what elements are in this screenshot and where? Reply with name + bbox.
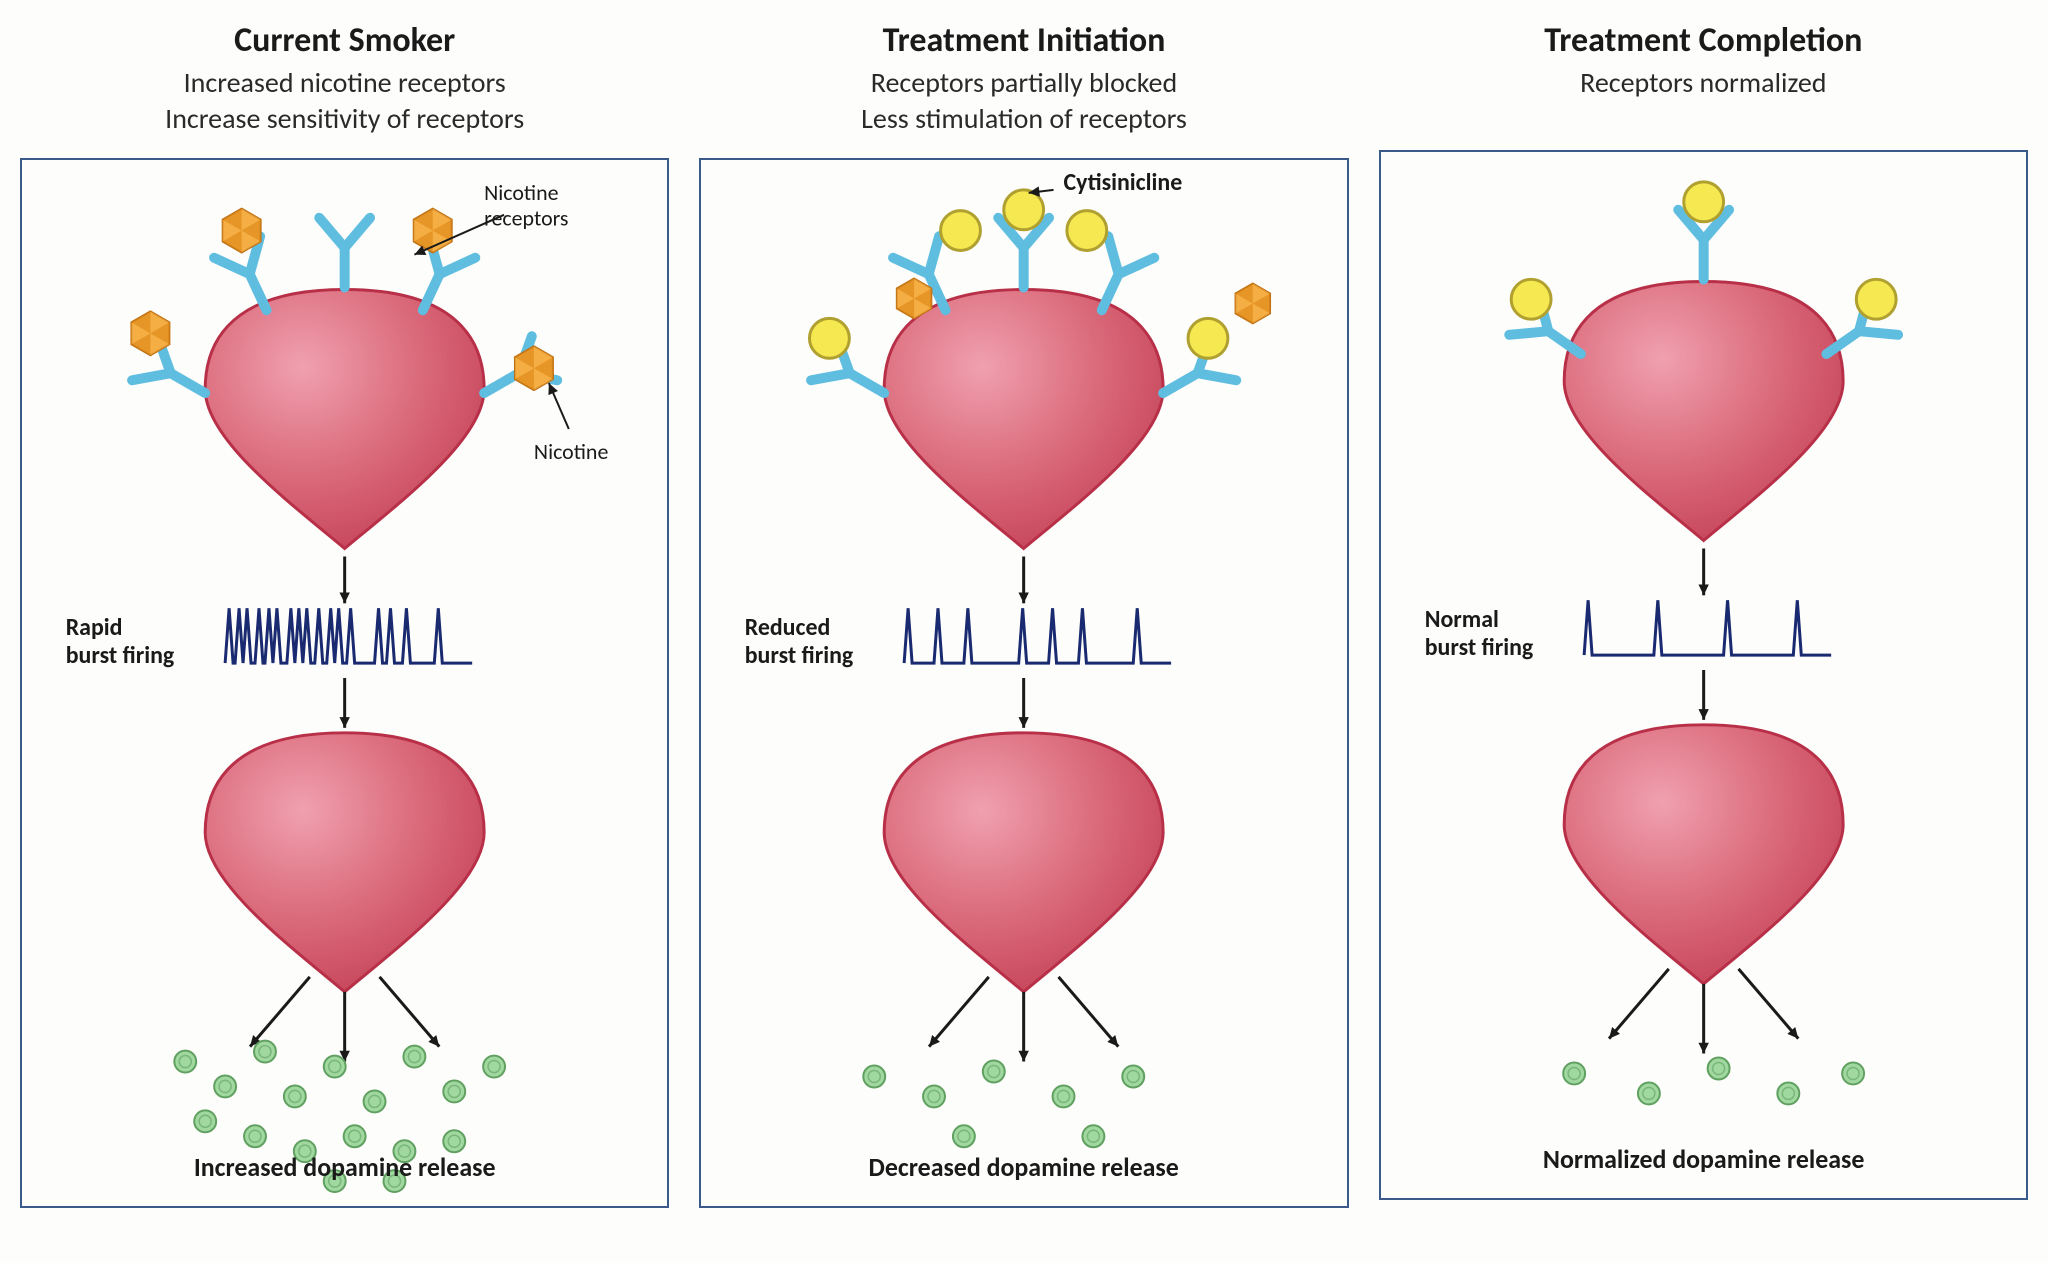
cytisinicline-icon <box>1511 279 1551 319</box>
panel-subtitle-1: Receptors partially blocked <box>861 65 1187 101</box>
arrow <box>339 556 349 603</box>
dopamine-particle <box>983 1060 1005 1082</box>
arrow <box>1609 969 1669 1039</box>
panel-1: Treatment Initiation Receptors partially … <box>699 20 1348 1208</box>
panel-title: Treatment Completion <box>1544 20 1862 61</box>
dopamine-label: Decreased dopamine release <box>869 1151 1179 1183</box>
cytisinicline-icon <box>1683 182 1723 222</box>
dopamine-particle <box>1083 1125 1105 1147</box>
cytisinicline-icon <box>810 318 850 358</box>
arrow <box>339 992 349 1062</box>
panel-header: Treatment Completion Receptors normalized <box>1544 20 1862 130</box>
dopamine-particle <box>174 1050 196 1072</box>
arrow <box>380 977 440 1047</box>
panel-subtitle-1: Increased nicotine receptors <box>165 65 524 101</box>
diagram-svg: Cytisinicline Reducedburst firing Decrease… <box>701 160 1346 1206</box>
panel-box: NicotinereceptorsNicotineRapidburst firi… <box>20 158 669 1208</box>
dopamine-label: Normalized dopamine release <box>1543 1143 1865 1175</box>
firing-label-1: Normal <box>1424 605 1498 634</box>
cytisinicline-icon <box>1067 210 1107 250</box>
dopamine-particle <box>1707 1058 1729 1080</box>
nicotine-icon <box>223 208 261 252</box>
lower-neuron <box>885 733 1164 992</box>
arrow <box>548 383 568 429</box>
label-nicotine-receptors: Nicotine <box>484 179 559 206</box>
firing-label-1: Rapid <box>66 613 123 642</box>
label-nicotine: Nicotine <box>534 438 609 465</box>
dopamine-particle <box>364 1090 386 1112</box>
dopamine-particle <box>324 1055 346 1077</box>
firing-label-2: burst firing <box>66 641 175 670</box>
receptor-icon <box>319 218 370 288</box>
panel-subtitle-2: Increase sensitivity of receptors <box>165 101 524 137</box>
arrow <box>1059 977 1119 1047</box>
dopamine-particle <box>1777 1082 1799 1104</box>
arrow <box>250 977 310 1047</box>
dopamine-particle <box>1842 1063 1864 1085</box>
dopamine-particle <box>1563 1063 1585 1085</box>
dopamine-particle <box>1123 1065 1145 1087</box>
panel-header: Current Smoker Increased nicotine recepto… <box>165 20 524 138</box>
dopamine-particle <box>443 1080 465 1102</box>
dopamine-particle <box>923 1085 945 1107</box>
arrow <box>1698 670 1708 720</box>
lower-neuron <box>1564 725 1843 984</box>
cytisinicline-icon <box>1188 318 1228 358</box>
dopamine-label: Increased dopamine release <box>194 1151 496 1183</box>
dopamine-particle <box>483 1055 505 1077</box>
lower-neuron <box>205 733 484 992</box>
panel-subtitle-2: Less stimulation of receptors <box>861 101 1187 137</box>
label-cytisinicline: Cytisinicline <box>1064 168 1183 197</box>
panel-box: Normalburst firing Normalized dopamine re… <box>1379 150 2028 1200</box>
arrow <box>1019 992 1029 1062</box>
panel-subtitle-1: Receptors normalized <box>1544 65 1862 101</box>
dopamine-particle <box>1053 1085 1075 1107</box>
panel-header: Treatment Initiation Receptors partially … <box>861 20 1187 138</box>
dopamine-particle <box>244 1125 266 1147</box>
dopamine-particle <box>344 1125 366 1147</box>
firing-label-1: Reduced <box>745 613 831 642</box>
dopamine-particle <box>214 1075 236 1097</box>
diagram-svg: NicotinereceptorsNicotineRapidburst firi… <box>22 160 667 1206</box>
dopamine-particle <box>864 1065 886 1087</box>
upper-neuron <box>1564 282 1843 541</box>
label-nicotine-receptors-2: receptors <box>484 205 568 232</box>
cytisinicline-icon <box>941 210 981 250</box>
dopamine-particle <box>403 1045 425 1067</box>
arrow <box>1698 548 1708 595</box>
panel-box: Cytisinicline Reducedburst firing Decrease… <box>699 158 1348 1208</box>
nicotine-icon <box>897 278 932 318</box>
dopamine-particle <box>443 1130 465 1152</box>
panel-title: Current Smoker <box>165 20 524 61</box>
spike-trace <box>904 608 1171 663</box>
diagram-svg: Normalburst firing Normalized dopamine re… <box>1381 152 2026 1198</box>
spike-trace <box>1584 600 1831 655</box>
arrow <box>1019 556 1029 603</box>
dopamine-particle <box>284 1085 306 1107</box>
nicotine-icon <box>131 311 169 355</box>
cytisinicline-icon <box>1856 279 1896 319</box>
panel-2: Treatment Completion Receptors normalized… <box>1379 20 2028 1208</box>
firing-label-2: burst firing <box>1424 633 1533 662</box>
dopamine-particle <box>254 1040 276 1062</box>
arrow <box>1738 969 1798 1039</box>
upper-neuron <box>885 289 1164 548</box>
panel-title: Treatment Initiation <box>861 20 1187 61</box>
nicotine-icon <box>515 346 553 390</box>
arrow <box>1019 678 1029 728</box>
arrow <box>929 977 989 1047</box>
dopamine-particle <box>953 1125 975 1147</box>
arrow <box>1698 984 1708 1054</box>
dopamine-particle <box>1638 1082 1660 1104</box>
panel-0: Current Smoker Increased nicotine recepto… <box>20 20 669 1208</box>
spike-trace <box>225 608 472 663</box>
nicotine-icon <box>1236 283 1271 323</box>
dopamine-particle <box>194 1110 216 1132</box>
firing-label-2: burst firing <box>745 641 854 670</box>
upper-neuron <box>205 289 484 548</box>
arrow <box>339 678 349 728</box>
